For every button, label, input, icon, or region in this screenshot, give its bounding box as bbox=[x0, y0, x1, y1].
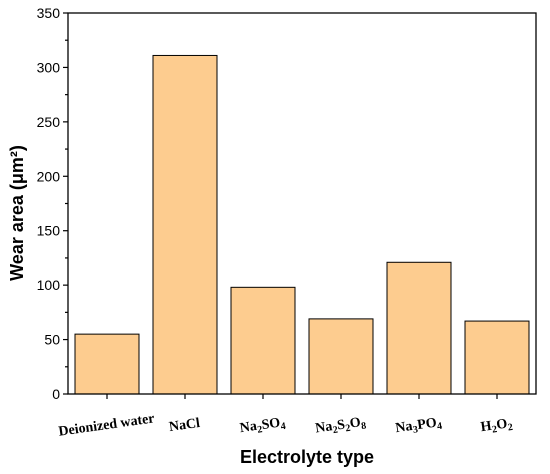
x-tick-label: NaCl bbox=[168, 416, 201, 435]
bar-na2s2o8 bbox=[308, 318, 374, 395]
bars-group bbox=[74, 54, 530, 395]
y-tick-label: 350 bbox=[37, 5, 61, 21]
y-tick-label: 100 bbox=[37, 277, 61, 293]
x-tick-label: Na3PO4 bbox=[394, 415, 442, 438]
x-tick-label: Na2S2O8 bbox=[314, 415, 367, 439]
x-tick-label: Deionized water bbox=[58, 411, 156, 439]
x-axis-title: Electrolyte type bbox=[240, 447, 374, 467]
x-ticks-group: Deionized water NaCl Na2SO4 Na2S2O8 Na3PO4 H2… bbox=[58, 394, 514, 440]
y-tick-label: 250 bbox=[37, 114, 61, 130]
y-ticks-group: 0 50 100 150 200 250 300 350 bbox=[37, 5, 68, 402]
bar-na3po4 bbox=[386, 261, 452, 395]
x-tick-label: Na2SO4 bbox=[239, 415, 287, 438]
y-tick-label: 300 bbox=[37, 59, 61, 75]
y-tick-label: 150 bbox=[37, 223, 61, 239]
bar-h2o2 bbox=[464, 320, 530, 395]
bar-na2so4 bbox=[230, 286, 296, 395]
bar-deionized-water bbox=[74, 333, 140, 395]
y-axis-title: Wear area (μm²) bbox=[7, 145, 27, 281]
bar-nacl bbox=[152, 54, 218, 395]
y-tick-label: 50 bbox=[44, 332, 60, 348]
x-tick-label: H2O2 bbox=[480, 416, 514, 437]
y-tick-label: 0 bbox=[52, 386, 60, 402]
y-tick-label: 200 bbox=[37, 168, 61, 184]
